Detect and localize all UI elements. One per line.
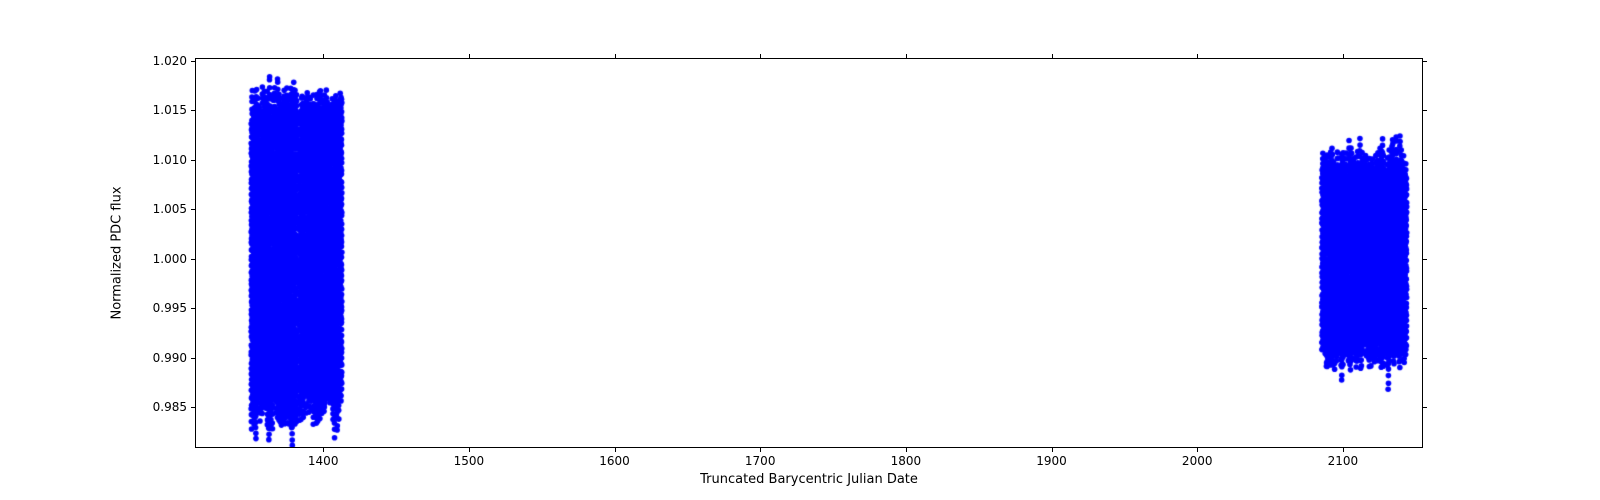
x-tick-mark (906, 448, 907, 452)
x-tick-label: 2000 (1182, 454, 1213, 468)
y-tick-label: 1.020 (153, 54, 187, 68)
x-tick-mark (1052, 448, 1053, 452)
y-tick-mark (191, 259, 195, 260)
x-tick-mark (1052, 54, 1053, 58)
x-tick-mark (1197, 448, 1198, 452)
y-tick-mark (1423, 209, 1427, 210)
y-tick-mark (191, 407, 195, 408)
y-tick-mark (191, 209, 195, 210)
y-axis-label: Normalized PDC flux (110, 186, 125, 319)
y-tick-label: 1.010 (153, 153, 187, 167)
x-tick-mark (323, 54, 324, 58)
y-tick-mark (191, 358, 195, 359)
x-tick-label: 1900 (1036, 454, 1067, 468)
x-tick-mark (469, 54, 470, 58)
x-tick-mark (469, 448, 470, 452)
y-tick-mark (1423, 61, 1427, 62)
x-tick-mark (615, 448, 616, 452)
y-tick-label: 1.015 (153, 103, 187, 117)
x-tick-mark (1197, 54, 1198, 58)
x-tick-mark (323, 448, 324, 452)
x-tick-mark (1343, 54, 1344, 58)
y-tick-mark (1423, 259, 1427, 260)
plot-area (195, 58, 1423, 448)
y-tick-label: 0.990 (153, 351, 187, 365)
y-tick-mark (191, 308, 195, 309)
y-tick-mark (191, 110, 195, 111)
x-tick-mark (760, 448, 761, 452)
x-tick-mark (1343, 448, 1344, 452)
x-tick-mark (906, 54, 907, 58)
x-tick-label: 1500 (454, 454, 485, 468)
x-tick-label: 1600 (599, 454, 630, 468)
figure: Truncated Barycentric Julian Date Normal… (0, 0, 1600, 500)
x-tick-label: 1700 (745, 454, 776, 468)
x-tick-label: 1800 (891, 454, 922, 468)
scatter-canvas (196, 59, 1423, 448)
y-tick-label: 1.000 (153, 252, 187, 266)
y-tick-mark (1423, 358, 1427, 359)
x-tick-label: 1400 (308, 454, 339, 468)
y-tick-label: 0.995 (153, 301, 187, 315)
y-tick-label: 1.005 (153, 202, 187, 216)
y-tick-mark (191, 61, 195, 62)
y-tick-mark (1423, 110, 1427, 111)
y-tick-mark (1423, 160, 1427, 161)
x-tick-mark (615, 54, 616, 58)
x-tick-label: 2100 (1328, 454, 1359, 468)
y-tick-label: 0.985 (153, 400, 187, 414)
y-tick-mark (1423, 407, 1427, 408)
x-tick-mark (760, 54, 761, 58)
y-tick-mark (1423, 308, 1427, 309)
y-tick-mark (191, 160, 195, 161)
x-axis-label: Truncated Barycentric Julian Date (700, 472, 918, 487)
